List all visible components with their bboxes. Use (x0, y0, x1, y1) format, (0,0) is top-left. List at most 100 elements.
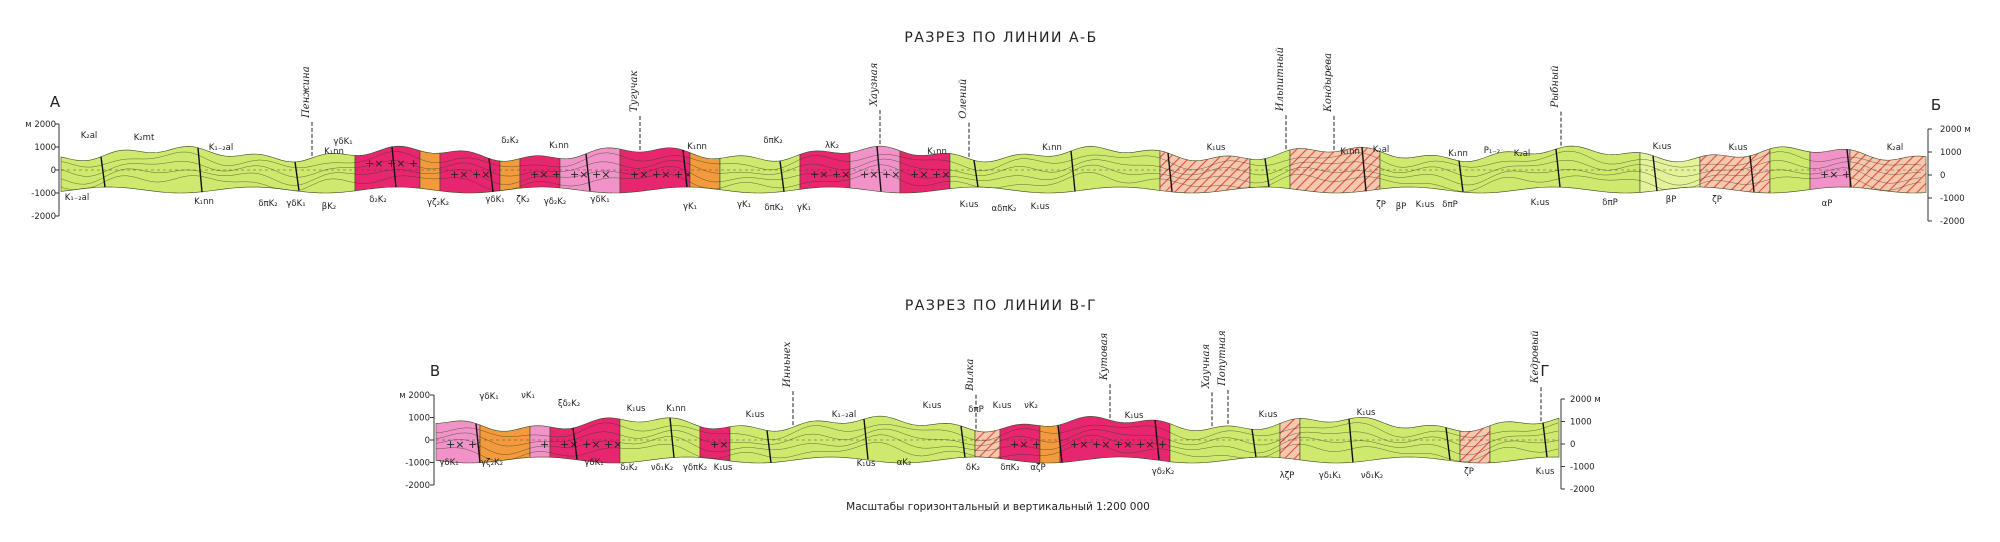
formation-label: ξδ₂K₂ (558, 399, 580, 409)
fault-line (572, 427, 578, 460)
formation-label: γδK₁ (485, 195, 504, 205)
formation-label: K₁nn (687, 142, 707, 152)
formation-label: K₁nn (194, 197, 214, 207)
river-name: Попутная (1217, 330, 1228, 387)
fault-line (294, 161, 300, 191)
intrusion-sign: +× (530, 168, 548, 181)
formation-label: K₁us (1031, 202, 1050, 212)
intrusion-sign: +× (1114, 438, 1132, 451)
intrusion-sign: +× (860, 168, 878, 181)
fault-line (100, 156, 106, 188)
strata-line (60, 150, 1922, 171)
intrusion-sign: +× (910, 168, 928, 181)
formation-label: K₁us (960, 200, 979, 210)
formation-label: αδπK₂ (992, 204, 1017, 214)
fault-line (1555, 148, 1561, 188)
formation-label: γK₁ (737, 200, 751, 210)
intrusion-sign: +× (472, 168, 490, 181)
river-name: Хаучная (1201, 344, 1212, 389)
formation-label: K₁nn (324, 147, 344, 157)
rock-unit (974, 428, 1001, 459)
formation-label: αζP (1030, 463, 1045, 473)
rock-unit (619, 417, 701, 464)
formation-label: K₁nn (666, 404, 686, 414)
right-axis-label: -2000 (1940, 217, 1965, 227)
fault-line (960, 425, 966, 458)
fault-line (1348, 418, 1354, 463)
formation-label: ζP (1712, 195, 1722, 205)
scale-note: Масштабы горизонтальный и вертикальный 1… (846, 501, 1150, 513)
river-name: Кутовая (1099, 333, 1110, 381)
fault-line (1846, 149, 1852, 188)
formation-label: K₁₋₂al (209, 143, 233, 153)
fault-line (973, 160, 979, 188)
left-axis-label: -2000 (405, 481, 430, 491)
right-axis-label: -1000 (1570, 463, 1595, 473)
formation-label: γδK₁ (479, 392, 498, 402)
formation-label: γδπK₂ (683, 463, 707, 473)
formation-label: K₂al (81, 131, 98, 141)
river-name: Олений (958, 79, 969, 119)
left-axis-label: 0 (51, 166, 56, 176)
formation-label: δπK₂ (1000, 463, 1019, 473)
river-name: Вилка (965, 359, 976, 392)
fault-line (391, 146, 397, 188)
formation-label: ζK₂ (516, 195, 530, 205)
formation-label: γδK₁ (286, 199, 305, 209)
fault-line (1749, 155, 1755, 192)
rock-unit (949, 146, 1161, 194)
formation-label: K₁us (1259, 410, 1278, 420)
formation-label: K₂al (1514, 149, 1531, 159)
fault-line (682, 149, 688, 188)
river-name: Рыбный (1550, 65, 1561, 108)
formation-label: P₁₋₂ (1484, 146, 1500, 156)
rock-unit (1039, 424, 1061, 464)
strata-line (435, 422, 1559, 442)
fault-line (1652, 155, 1658, 192)
formation-label: K₂al (1373, 145, 1390, 155)
formation-label: γδK₁ (333, 137, 352, 147)
formation-label: K₁us (627, 404, 646, 414)
formation-label: δK₂ (966, 463, 980, 473)
intrusion-sign: +× (1070, 438, 1088, 451)
formation-label: K₁us (1357, 408, 1376, 418)
formation-label: δ₂K₂ (501, 136, 519, 146)
intrusion-sign: +× (1010, 438, 1028, 451)
formation-label: K₂al (1887, 143, 1904, 153)
left-axis-label: -2000 (31, 212, 56, 222)
formation-label: νδ₁K₂ (1361, 471, 1383, 481)
river-name: Хаузная (869, 63, 880, 108)
intrusion-sign: +× (1136, 438, 1154, 451)
strata-line (60, 171, 1922, 192)
formation-label: βP (1666, 195, 1677, 205)
intrusion-sign: +× (674, 168, 692, 181)
strata-line (435, 428, 1559, 447)
formation-label: λK₂ (825, 141, 839, 151)
formation-label: K₁nn (927, 147, 947, 157)
section-start-label: А (50, 93, 61, 111)
formation-label: K₁₋₂al (65, 193, 89, 203)
rock-unit (419, 150, 441, 192)
section-title: РАЗРЕЗ ПО ЛИНИИ В-Г (905, 298, 1097, 314)
right-axis-label: 0 (1570, 440, 1575, 450)
formation-label: ζP (1376, 200, 1386, 210)
formation-label: δπK₂ (258, 199, 277, 209)
formation-label: βK₂ (322, 202, 336, 212)
formation-label: ζP (1464, 467, 1474, 477)
formation-label: K₁nn (1042, 143, 1062, 153)
fault-line (1542, 422, 1548, 458)
right-axis-label: -1000 (1940, 194, 1965, 204)
section: +×+×+×+×+×+×+×+×+×+×+×+×+×+×+×+×+×+×+×+× (60, 145, 1927, 194)
rock-unit (1489, 417, 1560, 464)
formation-label: K₂mt (134, 133, 155, 143)
formation-label: K₁us (1531, 198, 1550, 208)
fault-line (863, 419, 869, 460)
fault-line (475, 423, 481, 463)
formation-label: δπK₂ (763, 136, 782, 146)
formation-label: K₁us (1416, 200, 1435, 210)
fault-line (1361, 147, 1367, 192)
rock-unit (1639, 152, 1701, 193)
fault-line (1057, 425, 1063, 463)
